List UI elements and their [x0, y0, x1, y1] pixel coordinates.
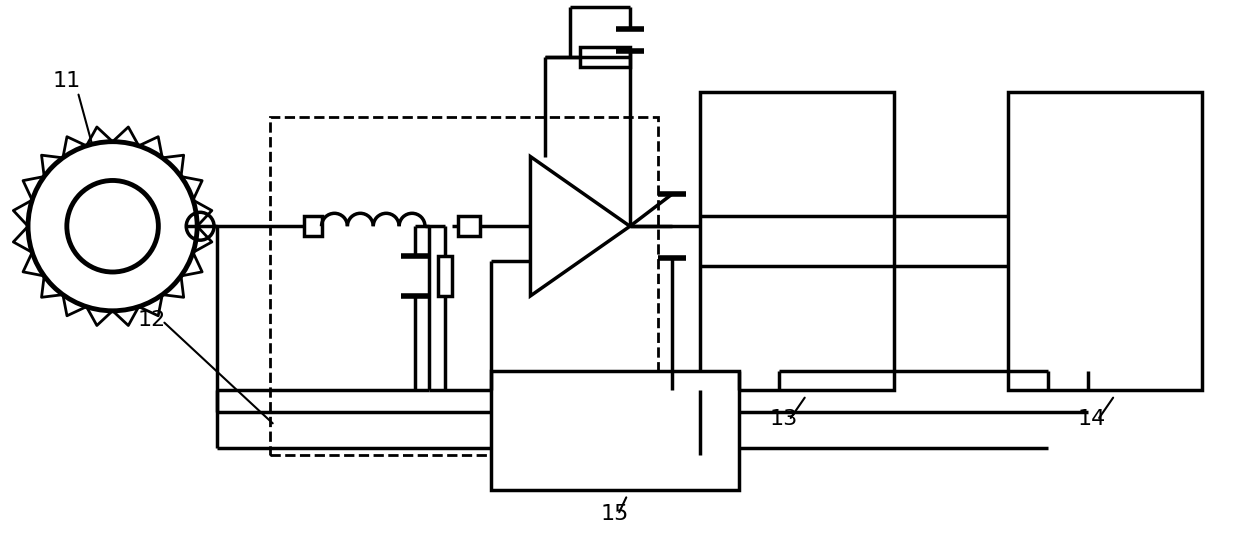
- Bar: [438, 256, 451, 296]
- Bar: [304, 216, 321, 236]
- Bar: [699, 92, 894, 390]
- Bar: [270, 117, 657, 455]
- Text: 14: 14: [1078, 409, 1106, 429]
- Bar: [458, 216, 480, 236]
- Polygon shape: [531, 157, 630, 296]
- Text: 15: 15: [600, 504, 629, 524]
- Bar: [491, 371, 739, 490]
- Text: 12: 12: [138, 310, 166, 330]
- Bar: [1008, 92, 1202, 390]
- Bar: [580, 47, 630, 67]
- Text: 13: 13: [769, 409, 797, 429]
- Text: 11: 11: [53, 71, 81, 91]
